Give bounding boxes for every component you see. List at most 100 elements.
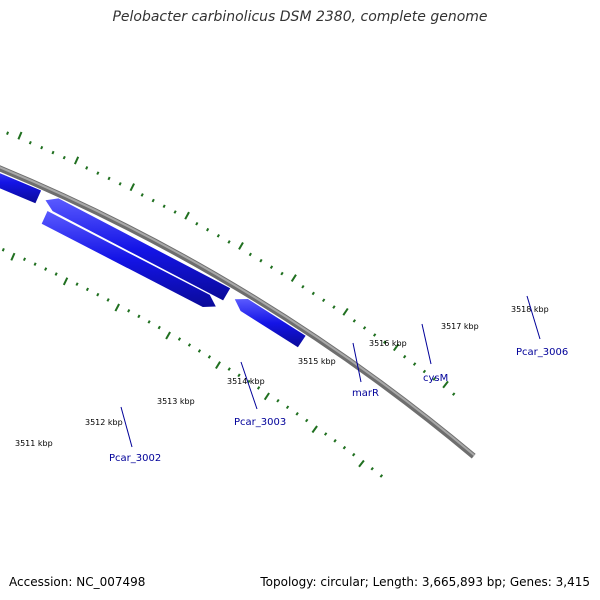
scale-label: 3513 kbp (157, 397, 195, 406)
map-title: Pelobacter carbinolicus DSM 2380, comple… (112, 9, 488, 25)
minor-tick (332, 305, 336, 309)
minor-tick (237, 373, 241, 378)
major-tick (62, 277, 69, 286)
scale-label: 3512 kbp (85, 418, 123, 427)
minor-tick (40, 145, 44, 150)
accession-label: Accession: NC_007498 (9, 575, 146, 589)
minor-tick (177, 337, 182, 341)
minor-tick (280, 271, 284, 276)
gene-arrow-cds (41, 211, 216, 307)
minor-tick (54, 272, 58, 276)
minor-tick (372, 333, 377, 337)
gene-label-leader (526, 295, 541, 340)
minor-tick (85, 287, 90, 292)
major-tick (114, 303, 120, 312)
genome-backbone (0, 165, 476, 459)
minor-tick (6, 131, 10, 135)
major-tick (73, 156, 80, 165)
scale-labels: 3511 kbp 3512 kbp 3513 kbp 3514 kbp 3515 kbp… (15, 305, 549, 448)
major-tick (17, 131, 23, 140)
minor-tick (51, 150, 55, 155)
minor-tick (206, 227, 210, 232)
minor-tick (333, 439, 337, 443)
minor-tick (44, 267, 48, 271)
minor-tick (342, 445, 347, 450)
minor-tick (248, 252, 252, 257)
major-tick (442, 380, 449, 389)
minor-tick (85, 166, 89, 170)
minor-tick (207, 355, 212, 359)
minor-tick (351, 452, 356, 457)
minor-tick (311, 291, 315, 296)
major-tick (358, 459, 365, 468)
minor-tick (22, 257, 27, 262)
minor-tick (412, 362, 417, 366)
major-tick (311, 425, 318, 434)
minor-tick (269, 265, 274, 269)
minor-tick (151, 198, 155, 203)
major-tick (392, 343, 400, 352)
gene-label-leader (240, 361, 258, 410)
major-tick (290, 274, 297, 282)
minor-tick (452, 392, 456, 396)
minor-tick (96, 171, 100, 175)
minor-tick (352, 319, 357, 323)
major-tick (129, 183, 135, 192)
minor-tick (137, 314, 141, 319)
scale-label: 3514 kbp (227, 377, 265, 386)
major-tick (184, 211, 190, 220)
gene-features (0, 173, 306, 348)
minor-tick (432, 377, 436, 381)
minor-tick (33, 262, 37, 266)
minor-tick (285, 405, 290, 410)
gene-label-leader (120, 406, 133, 448)
minor-tick (382, 340, 387, 344)
minor-tick (1, 248, 5, 252)
gene-arrow-cds (45, 198, 231, 301)
gene-label-leader (421, 323, 432, 365)
minor-tick (259, 258, 263, 263)
gene-label: Pcar_3002 (109, 453, 161, 464)
gene-arrow-cds (0, 173, 42, 204)
minor-tick (157, 325, 161, 330)
minor-tick (106, 298, 110, 302)
minor-tick (107, 176, 111, 181)
scale-label: 3518 kbp (511, 305, 549, 314)
minor-tick (118, 182, 122, 186)
backbone-line (0, 165, 476, 459)
scale-label: 3517 kbp (441, 322, 479, 331)
inner-tick-ring (1, 248, 384, 478)
major-tick (238, 241, 244, 250)
major-tick (215, 361, 221, 370)
genome-stats: Topology: circular; Length: 3,665,893 bp… (260, 575, 590, 589)
gene-labels: Pcar_3002 Pcar_3003 marR cysM Pcar_3006 (109, 295, 568, 464)
major-tick (165, 331, 171, 340)
outer-tick-ring (6, 131, 456, 396)
minor-tick (370, 466, 374, 471)
minor-tick (62, 155, 66, 160)
minor-tick (96, 292, 100, 297)
gene-label-leader (352, 342, 362, 383)
minor-tick (227, 240, 231, 244)
minor-tick (140, 193, 144, 197)
backbone-highlight (0, 166, 476, 457)
minor-tick (75, 282, 79, 286)
gene-label: Pcar_3003 (234, 417, 286, 428)
gene-arrow-cds (234, 299, 306, 348)
minor-tick (295, 412, 299, 416)
minor-tick (276, 398, 280, 403)
minor-tick (362, 326, 367, 330)
major-tick (10, 252, 16, 261)
scale-label: 3516 kbp (369, 339, 407, 348)
minor-tick (216, 234, 220, 238)
gene-label: Pcar_3006 (516, 347, 568, 358)
minor-tick (402, 354, 407, 359)
scale-label: 3515 kbp (298, 357, 336, 366)
minor-tick (28, 140, 32, 145)
minor-tick (304, 418, 309, 423)
minor-tick (147, 320, 151, 324)
minor-tick (379, 474, 384, 478)
minor-tick (197, 349, 202, 353)
major-tick (263, 392, 270, 401)
